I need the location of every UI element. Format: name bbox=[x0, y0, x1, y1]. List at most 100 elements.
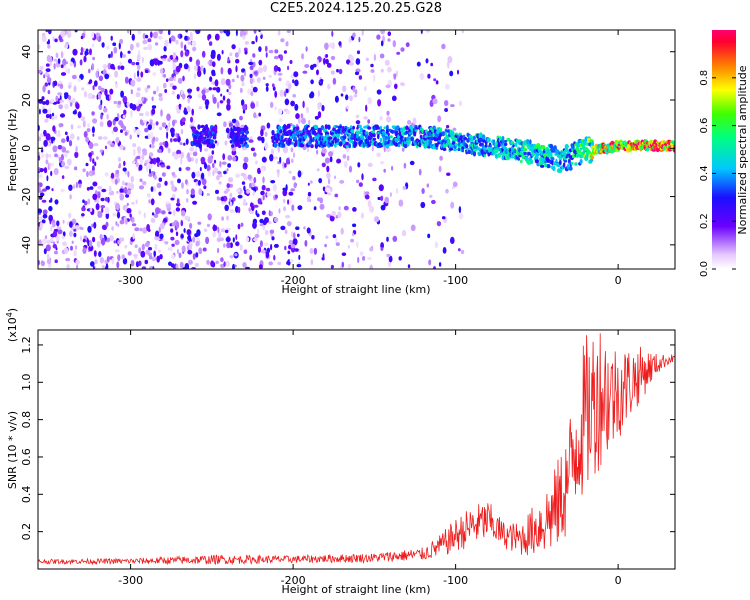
spectrogram-noise-cell bbox=[56, 220, 60, 227]
spectrogram-noise-cell bbox=[447, 56, 453, 64]
spectrogram-noise-cell bbox=[352, 223, 357, 228]
spectrogram-noise-cell bbox=[321, 148, 327, 154]
spectrogram-signal-cell bbox=[362, 130, 366, 136]
spectrogram-noise-cell bbox=[214, 79, 219, 87]
spectrogram-noise-cell bbox=[60, 72, 67, 76]
spectrogram-noise-cell bbox=[143, 120, 148, 123]
spectrogram-noise-cell bbox=[158, 93, 163, 98]
y-tick-label: 0 bbox=[20, 145, 33, 152]
spectrogram-noise-cell bbox=[226, 168, 229, 172]
spectrogram-noise-cell bbox=[235, 241, 240, 247]
spectrogram-noise-cell bbox=[141, 96, 145, 102]
spectrogram-noise-cell bbox=[216, 53, 221, 61]
spectrogram-noise-cell bbox=[180, 157, 183, 165]
spectrogram-signal-cell bbox=[317, 128, 322, 134]
spectrogram-noise-cell bbox=[264, 217, 269, 224]
spectrogram-noise-cell bbox=[434, 241, 439, 249]
spectrogram-noise-cell bbox=[250, 91, 254, 96]
spectrogram-noise-cell bbox=[69, 194, 72, 200]
spectrogram-noise-cell bbox=[80, 227, 84, 231]
spectrogram-noise-cell bbox=[286, 157, 290, 165]
spectrogram-noise-cell bbox=[161, 210, 166, 215]
spectrogram-noise-cell bbox=[51, 138, 54, 144]
spectrogram-noise-cell bbox=[420, 30, 423, 35]
spectrogram-noise-cell bbox=[55, 247, 58, 251]
spectrogram-noise-cell bbox=[222, 153, 226, 161]
spectrogram-noise-cell bbox=[142, 227, 148, 234]
spectrogram-noise-cell bbox=[127, 50, 131, 54]
spectrogram-noise-cell bbox=[324, 42, 329, 50]
spectrogram-noise-cell bbox=[151, 96, 154, 102]
spectrogram-noise-cell bbox=[186, 105, 191, 113]
spectrogram-noise-cell bbox=[450, 201, 455, 209]
spectrogram-noise-cell bbox=[176, 94, 180, 100]
spectrogram-noise-cell bbox=[138, 247, 142, 254]
spectrogram-noise-cell bbox=[114, 70, 118, 78]
spectrogram-noise-cell bbox=[197, 93, 203, 99]
spectrogram-signal-cell bbox=[591, 141, 595, 146]
spectrogram-noise-cell bbox=[38, 152, 41, 156]
spectrogram-noise-cell bbox=[123, 109, 127, 115]
spectrogram-noise-cell bbox=[99, 121, 104, 127]
spectrogram-noise-cell bbox=[192, 253, 196, 260]
spectrogram-noise-cell bbox=[192, 46, 197, 52]
spectrogram-noise-cell bbox=[64, 43, 69, 49]
spectrogram-noise-cell bbox=[376, 89, 382, 95]
spectrogram-signal-cell bbox=[449, 147, 454, 151]
spectrogram-noise-cell bbox=[223, 243, 226, 248]
spectrogram-noise-cell bbox=[269, 229, 275, 234]
spectrogram-noise-cell bbox=[184, 44, 187, 51]
spectrogram-noise-cell bbox=[49, 56, 53, 63]
spectrogram-signal-cell bbox=[479, 137, 483, 143]
spectrogram-signal-cell bbox=[563, 159, 568, 163]
spectrogram-noise-cell bbox=[254, 233, 260, 239]
spectrogram-signal-cell bbox=[371, 130, 376, 134]
spectrogram-noise-cell bbox=[262, 76, 266, 81]
spectrogram-noise-cell bbox=[185, 30, 188, 33]
spectrogram-noise-cell bbox=[77, 78, 82, 83]
x-tick-label: -100 bbox=[443, 274, 468, 287]
spectrogram-noise-cell bbox=[136, 54, 141, 61]
spectrogram-noise-cell bbox=[450, 104, 455, 108]
spectrogram-noise-cell bbox=[274, 106, 277, 111]
spectrogram-signal-cell bbox=[381, 134, 386, 138]
spectrogram-noise-cell bbox=[111, 130, 114, 135]
spectrogram-noise-cell bbox=[120, 90, 124, 98]
spectrogram-noise-cell bbox=[433, 78, 437, 82]
spectrogram-noise-cell bbox=[132, 233, 135, 240]
spectrogram-noise-cell bbox=[310, 180, 313, 184]
spectrogram-noise-cell bbox=[64, 131, 68, 136]
spectrogram-noise-cell bbox=[153, 136, 156, 142]
spectrogram-noise-cell bbox=[81, 206, 86, 212]
spectrogram-noise-cell bbox=[92, 85, 95, 91]
spectrogram-noise-cell bbox=[393, 73, 397, 80]
spectrogram-noise-cell bbox=[79, 52, 84, 56]
spectrogram-noise-cell bbox=[427, 73, 431, 79]
spectrogram-noise-cell bbox=[249, 73, 253, 78]
spectrogram-noise-cell bbox=[98, 251, 102, 258]
spectrogram-y-ticks: -40 -20 0 20 40 bbox=[20, 45, 675, 254]
spectrogram-noise-cell bbox=[253, 238, 258, 242]
spectrogram-noise-cell bbox=[278, 208, 281, 214]
spectrogram-signal-cell bbox=[558, 160, 562, 166]
spectrogram-noise-cell bbox=[223, 170, 227, 175]
spectrogram-noise-cell bbox=[331, 210, 336, 217]
spectrogram-noise-cell bbox=[369, 247, 373, 252]
spectrogram-noise-cell bbox=[258, 264, 263, 269]
spectrogram-noise-cell bbox=[202, 247, 207, 252]
spectrogram-noise-cell bbox=[326, 62, 332, 68]
spectrogram-noise-cell bbox=[187, 156, 192, 163]
spectrogram-noise-cell bbox=[170, 35, 175, 42]
spectrogram-signal-cell bbox=[350, 129, 355, 133]
spectrogram-noise-cell bbox=[157, 35, 163, 40]
spectrogram-noise-cell bbox=[265, 83, 269, 87]
spectrogram-noise-cell bbox=[282, 189, 288, 197]
spectrogram-signal-cell bbox=[439, 127, 443, 132]
spectrogram-noise-cell bbox=[46, 77, 52, 83]
spectrogram-noise-cell bbox=[355, 120, 361, 125]
spectrogram-noise-cell bbox=[271, 83, 275, 88]
spectrogram-noise-cell bbox=[48, 30, 52, 35]
spectrogram-noise-cell bbox=[52, 145, 58, 153]
spectrogram-signal-cell bbox=[481, 134, 486, 140]
spectrogram-noise-cell bbox=[235, 65, 238, 73]
